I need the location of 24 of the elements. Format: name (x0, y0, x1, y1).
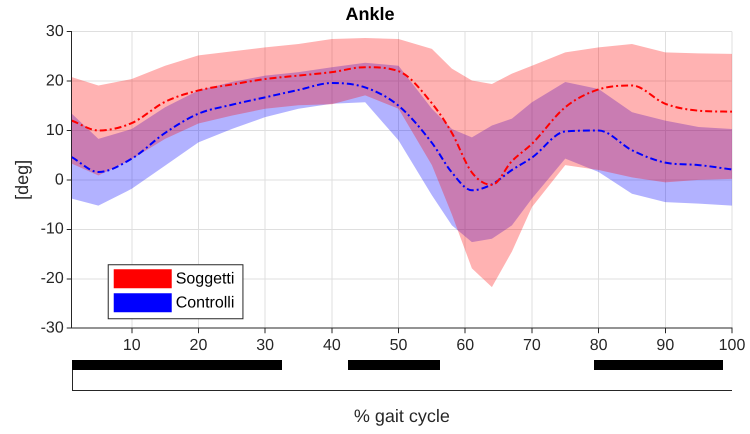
x-tick-label: 30 (256, 337, 274, 354)
x-axis-title: % gait cycle (354, 406, 450, 426)
y-tick-label: -10 (40, 220, 64, 238)
legend-label: Soggetti (176, 270, 234, 288)
y-tick-label: 20 (46, 72, 64, 90)
x-tick-label: 40 (322, 337, 341, 354)
line-series (72, 82, 732, 192)
y-tick-label: -30 (40, 320, 64, 337)
y-axis-title: [deg] (12, 160, 32, 200)
x-tick-label: 20 (190, 337, 208, 354)
chart-title: Ankle (345, 4, 395, 24)
y-tick-label: 10 (46, 122, 64, 139)
x-tick-label: 100 (718, 337, 746, 354)
x-tick-label: 70 (523, 337, 541, 354)
y-tick-label: -20 (40, 270, 64, 288)
y-tick-label: 0 (54, 171, 64, 188)
y-tick-label: 30 (46, 23, 64, 40)
legend-label: Controlli (176, 294, 234, 312)
x-tick-label: 80 (590, 337, 608, 354)
line-series (72, 66, 732, 186)
x-tick-label: 60 (456, 337, 474, 354)
x-tick-label: 50 (390, 337, 408, 354)
x-tick-label: 10 (122, 337, 141, 354)
x-tick-label: 90 (656, 337, 674, 354)
